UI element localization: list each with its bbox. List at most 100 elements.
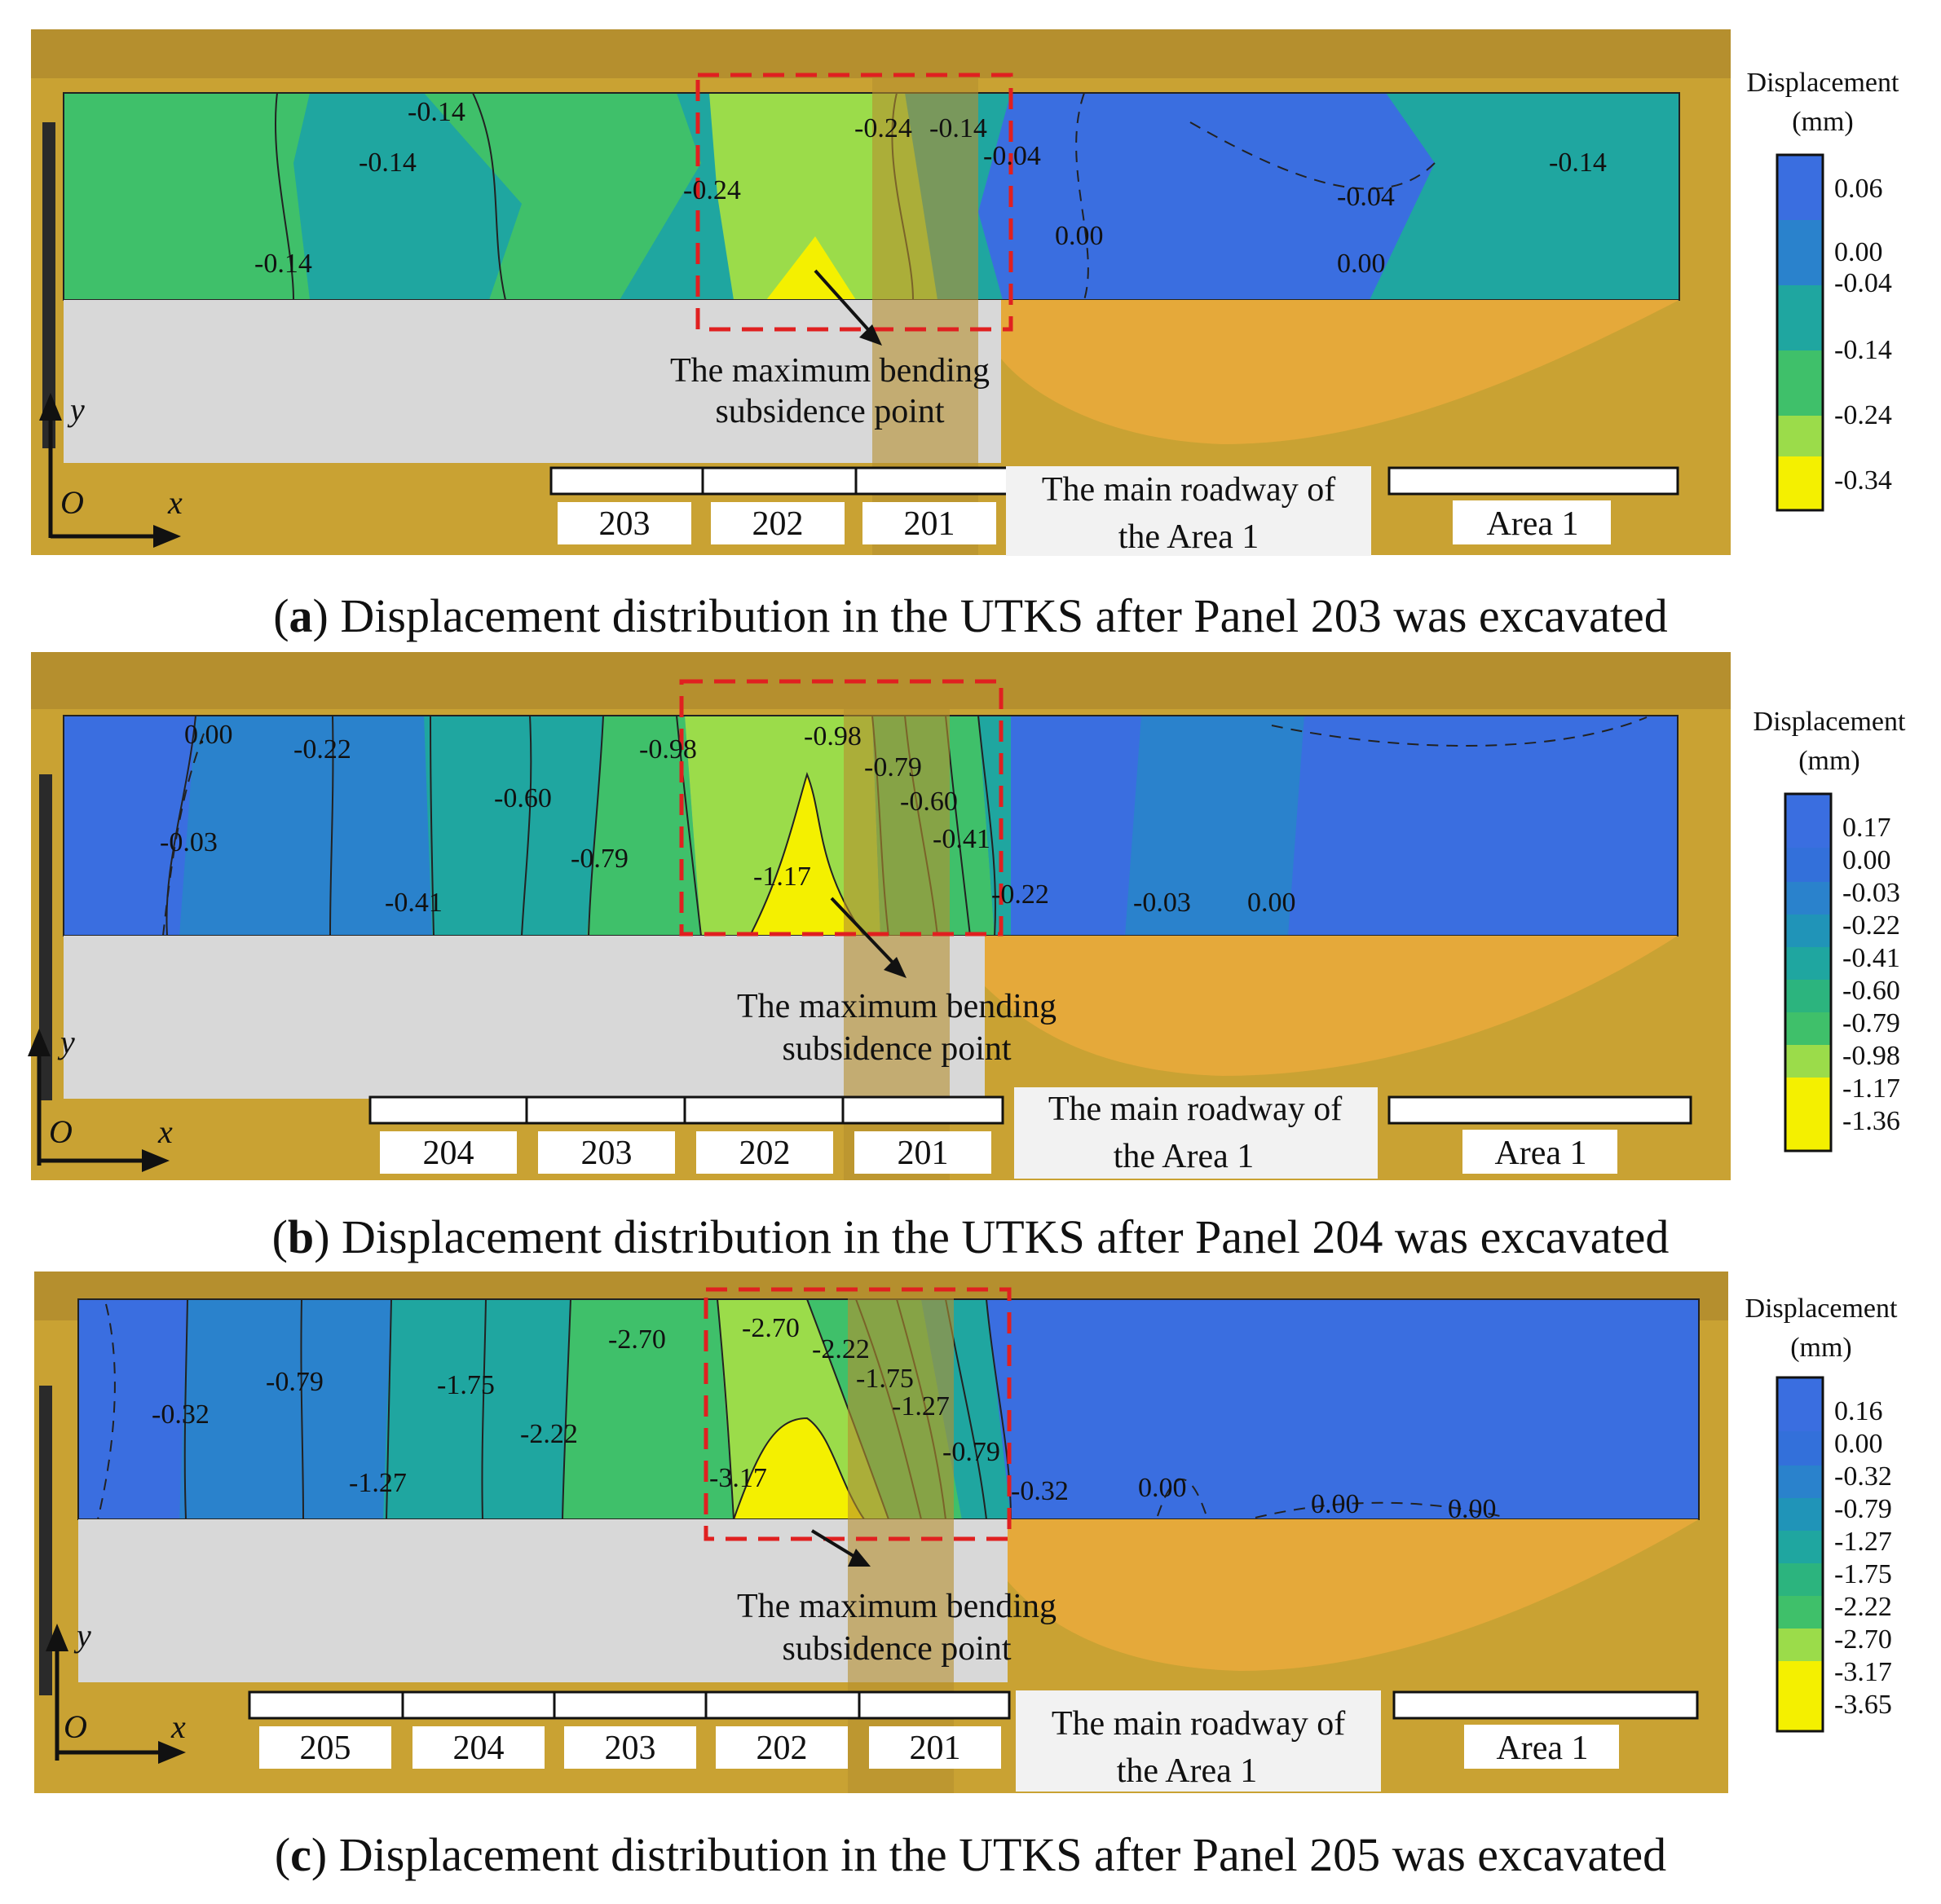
panel-c-annotation-line-1: The maximum bending — [737, 1588, 1057, 1625]
panel-a-annotation-line-2: subsidence point — [715, 393, 944, 430]
panel-c-contour-dashed-2 — [1157, 1479, 1501, 1518]
panel-c-yellow-region — [734, 1418, 864, 1519]
panel-c-contour-label: -1.27 — [349, 1468, 407, 1498]
panel-b-contour-line — [749, 771, 865, 937]
panel-c-label-box — [412, 1726, 545, 1769]
panel-b-legend-c5 — [1785, 947, 1831, 980]
panel-b-area-bar — [1387, 1095, 1692, 1125]
panel-c-label-box — [259, 1726, 391, 1769]
panel-c-legend-value: -2.70 — [1834, 1624, 1892, 1655]
panel-a-contour-line-1 — [275, 92, 294, 301]
panel-b-panel-label: 203 — [581, 1135, 633, 1172]
panel-c-caption: (c) Displacement distribution in the UTK… — [274, 1828, 1667, 1881]
panel-c-legend-value: -1.27 — [1834, 1527, 1892, 1557]
panel-b-legend-border — [1784, 792, 1833, 1153]
panel-b-contour-label: 0.00 — [184, 720, 233, 750]
panel-a-contour-dashed — [1075, 92, 1089, 301]
panel-a-green-region-2 — [424, 93, 701, 300]
panel-b-contour-label: -0.41 — [385, 888, 443, 918]
panel-c-legend-value: 0.16 — [1834, 1396, 1883, 1426]
panel-b-legend-value: -0.79 — [1842, 1008, 1900, 1038]
panel-a-panel-label: 201 — [904, 505, 955, 543]
panel-b-legend-c2 — [1785, 848, 1831, 882]
panel-c-legend-c8 — [1777, 1629, 1823, 1661]
panel-a-legend-value: -0.04 — [1834, 268, 1892, 298]
panel-c-panel-label: 202 — [757, 1730, 808, 1767]
panel-c-contour-label: -2.22 — [520, 1419, 578, 1449]
panel-c-x-label: x — [170, 1708, 186, 1745]
panel-c-legend-border — [1776, 1376, 1824, 1733]
panel-b-label-box — [854, 1131, 991, 1174]
panel-a-legend-yellow — [1777, 456, 1823, 510]
panel-a-contour-label: -0.14 — [1549, 148, 1607, 178]
panel-b-area-box — [1462, 1130, 1617, 1174]
panel-b-legend-value: -0.98 — [1842, 1041, 1900, 1071]
panel-b-legend-c1 — [1785, 794, 1831, 848]
panel-a-label-box — [711, 502, 845, 544]
panel-a-frame-bar — [42, 122, 55, 448]
panel-c-y-arrow — [46, 1624, 68, 1651]
panel-b-legend-c9 — [1785, 1078, 1831, 1151]
panel-b-legend-value: -0.41 — [1842, 943, 1900, 973]
panel-a-legend-title-2: (mm) — [1792, 107, 1854, 137]
panel-c-contour-line — [562, 1298, 571, 1520]
panel-a-legend-title-1: Displacement — [1747, 68, 1899, 98]
panel-c-legend-value: -1.75 — [1834, 1559, 1892, 1589]
panel-b-legend-value: -0.22 — [1842, 910, 1900, 941]
panel-a-annotation-arrow — [814, 269, 874, 336]
panel-b-x-arrow — [142, 1149, 170, 1172]
panel-b-contour-label: -0.22 — [293, 734, 351, 765]
panel-c-contour-label: -0.79 — [266, 1367, 324, 1397]
panel-b-annotation-line-1: The maximum bending — [737, 988, 1057, 1025]
panel-a-caption: (a) Displacement distribution in the UTK… — [273, 589, 1668, 642]
panel-c-caption-text: Displacement distribution in the UTKS af… — [338, 1828, 1667, 1881]
panel-a-area-label: Area 1 — [1486, 505, 1578, 543]
panel-b-contour-label: -0.98 — [639, 734, 697, 765]
panel-b-legend-value: 0.00 — [1842, 845, 1891, 875]
panel-b-legend-title-1: Displacement — [1754, 707, 1906, 737]
panel-c-legend-value: -2.22 — [1834, 1592, 1892, 1622]
panel-a-legend-blue — [1777, 155, 1823, 220]
panel-c-contour-label: -3.17 — [709, 1463, 767, 1493]
panel-a-legend-value: 0.06 — [1834, 174, 1883, 204]
panel-c-contour-label: -1.27 — [892, 1391, 950, 1421]
panel-a-annotation-line-1: The maximum bending — [670, 352, 990, 390]
panel-b-legend-value: -0.60 — [1842, 976, 1900, 1006]
panel-b-contour-label: -0.79 — [571, 844, 629, 874]
panel-a-highlight-box — [695, 73, 1013, 332]
panel-a-contour-label: -0.24 — [683, 175, 741, 205]
panel-c-roadway-box — [1016, 1690, 1381, 1792]
panel-a-roadway-line-1: The main roadway of — [1042, 471, 1335, 509]
panel-b-label-box — [696, 1131, 833, 1174]
panel-c-contour-line — [183, 1298, 188, 1520]
panel-a-contour-label: -0.14 — [408, 97, 465, 127]
panel-b-contour-label: -0.60 — [900, 787, 958, 817]
panel-c-teal-region — [383, 1299, 571, 1519]
panel-c-legend-c3 — [1777, 1465, 1823, 1498]
panel-c-contour-line — [386, 1298, 392, 1520]
panel-c-legend-value: -3.65 — [1834, 1690, 1892, 1720]
panel-b-contour-line — [977, 715, 996, 937]
panel-a-caption-letter: a — [289, 589, 313, 642]
panel-c-legend-c7 — [1777, 1596, 1823, 1629]
panel-b-contour-dashed — [162, 733, 205, 937]
panel-a-o-label: O — [60, 484, 84, 521]
panel-a-x-label: x — [167, 484, 183, 521]
panel-c-contour-label: -2.70 — [608, 1324, 666, 1355]
panel-a-contour-dashed-2 — [1189, 121, 1436, 190]
panel-c-contour-label: -1.75 — [856, 1364, 914, 1394]
panel-c-panel-label: 205 — [300, 1730, 351, 1767]
panel-c-contour-line — [733, 1417, 865, 1520]
panel-b-contour-label: -0.03 — [1133, 888, 1191, 918]
panel-b-contour-line — [521, 715, 532, 937]
panel-b-legend-c4 — [1785, 915, 1831, 947]
panel-c-legend-c4 — [1777, 1498, 1823, 1531]
panel-c-legend-c6 — [1777, 1563, 1823, 1596]
panel-a-legend-teal — [1777, 285, 1823, 350]
panel-c-roadway-line-1: The main roadway of — [1052, 1705, 1345, 1743]
panel-a-panel-label: 202 — [752, 505, 804, 543]
panel-c-legend-value: -3.17 — [1834, 1657, 1892, 1687]
panel-c-contour-line — [717, 1298, 734, 1520]
panel-b-blue2-region — [179, 716, 432, 936]
